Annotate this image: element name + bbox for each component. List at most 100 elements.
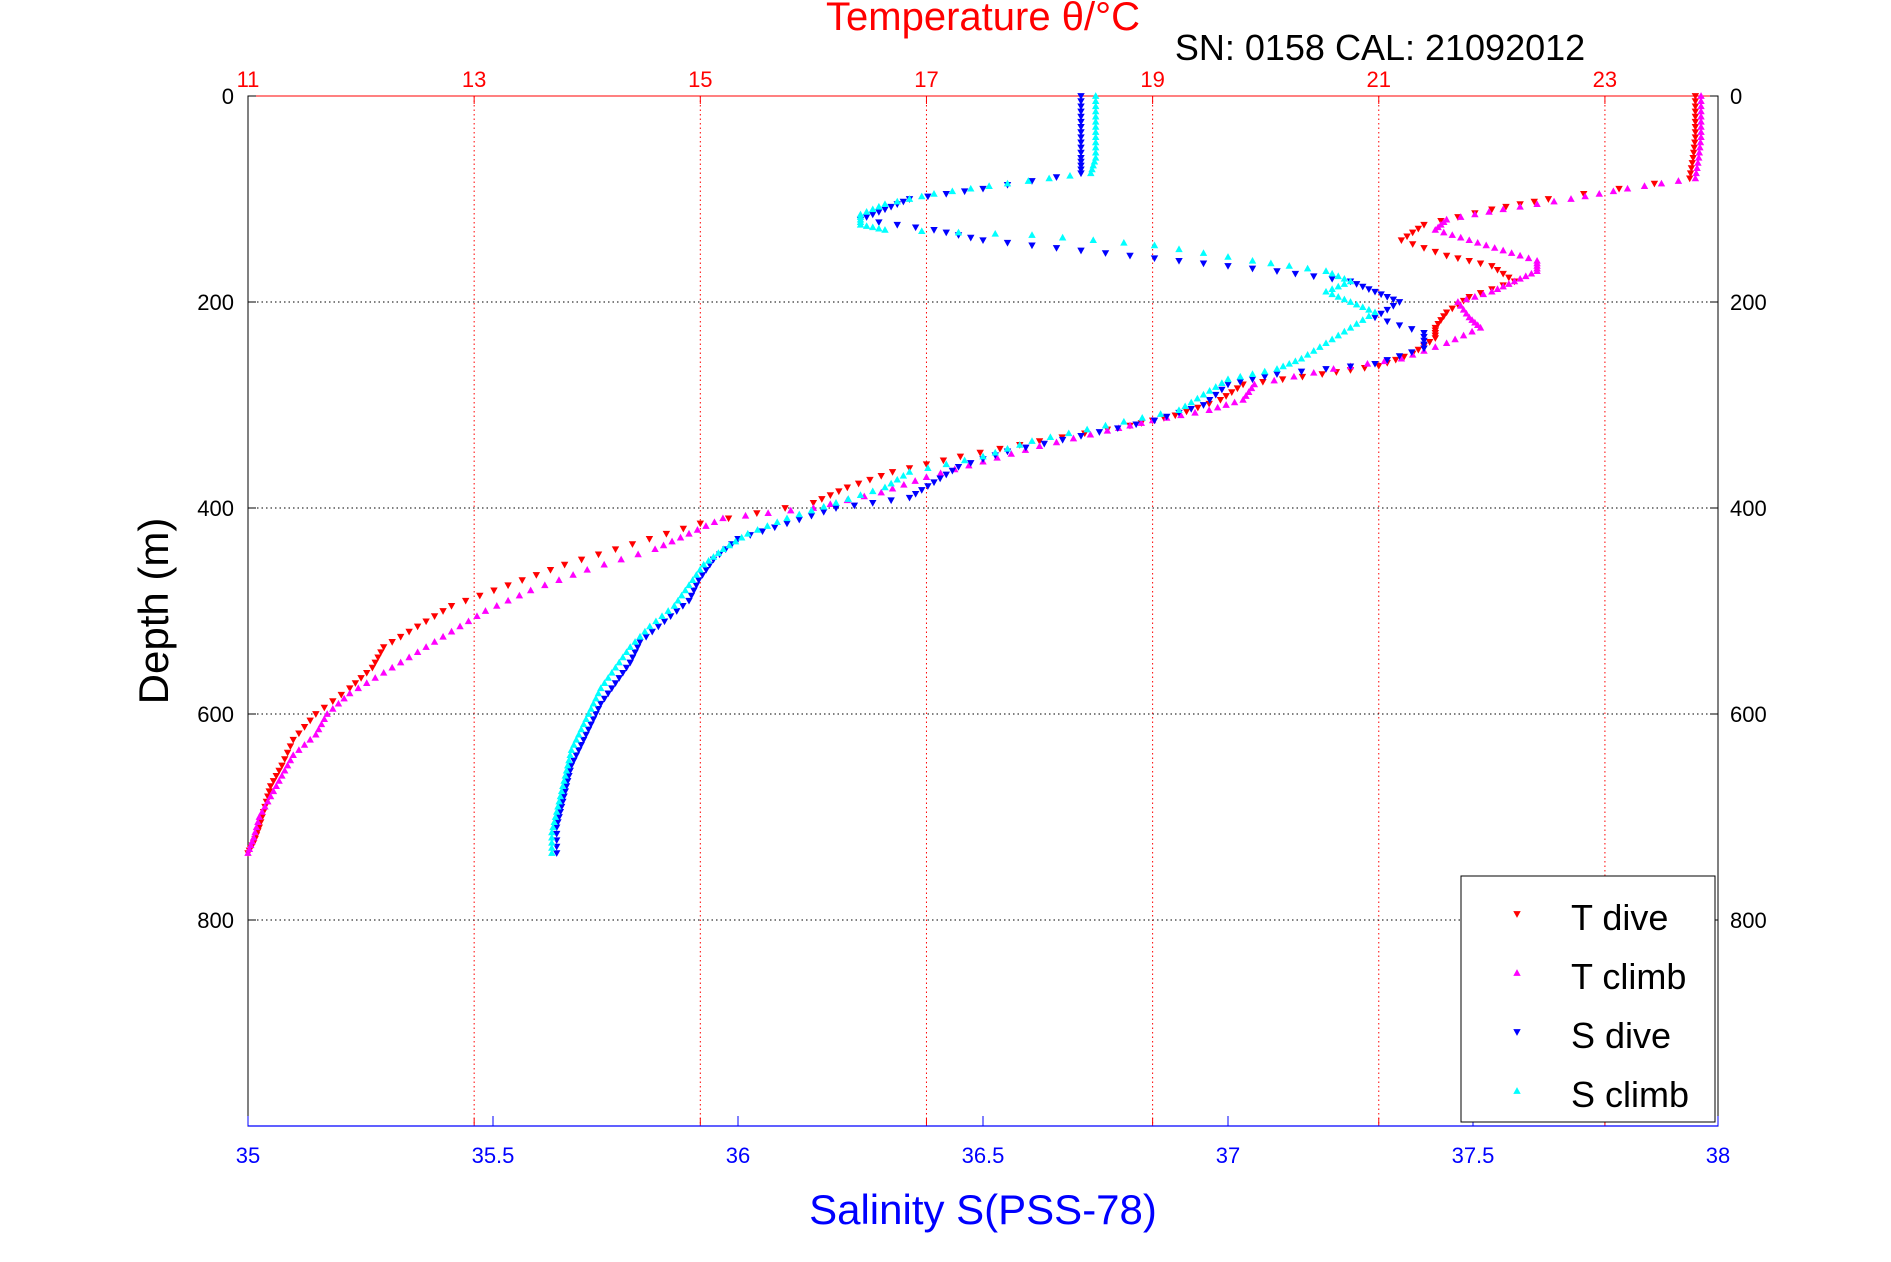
data-point [1482,241,1490,249]
data-point [1273,268,1281,275]
data-point [1371,360,1379,368]
data-point [374,654,382,662]
data-point [1285,359,1293,367]
data-point [560,561,569,569]
data-point [1340,327,1349,335]
data-point [1199,390,1208,398]
data-point [967,184,975,192]
depth-tick-label-left: 800 [197,908,234,933]
data-point [979,452,987,460]
data-point [363,669,371,677]
data-point [549,823,557,831]
data-point [388,639,396,646]
data-point [1375,362,1383,370]
data-point [1363,359,1372,367]
data-point [764,509,772,517]
data-point [1328,290,1336,298]
data-point [569,571,577,578]
data-point [1175,406,1183,414]
data-point [1499,270,1507,278]
data-point [875,219,883,226]
data-point [893,475,901,483]
data-point [1045,174,1053,182]
data-point [1690,144,1698,152]
data-point [551,813,560,820]
data-point [1686,170,1695,178]
data-point [1371,288,1379,296]
data-point [286,743,295,751]
data-point [306,735,314,743]
data-point [1205,396,1214,404]
data-point [1137,419,1146,426]
data-point [1077,170,1085,178]
data-point [826,500,835,507]
data-point [887,203,895,211]
data-point [622,664,631,672]
data-point [1687,165,1696,172]
depth-tick-label-left: 0 [222,84,234,109]
data-point [1040,440,1048,448]
data-point [1101,250,1110,257]
data-point [1420,330,1428,337]
data-point [731,537,740,545]
data-point [719,514,727,522]
data-point [844,495,852,502]
data-point [753,526,762,533]
salinity-tick-label: 35 [236,1143,260,1168]
data-point [1213,403,1222,411]
data-point [266,783,275,790]
data-point [758,528,767,535]
data-point [1236,372,1244,380]
data-point [1365,286,1373,293]
data-point [1077,139,1085,147]
data-point [619,653,627,661]
data-point [526,586,535,594]
data-point [251,828,259,836]
temperature-tick-label: 21 [1367,67,1391,92]
data-point [430,613,439,620]
data-point [1485,208,1493,215]
data-point [619,669,627,677]
data-point [967,234,975,242]
data-point [1191,408,1199,416]
data-point [1479,290,1488,298]
data-point [1516,202,1524,210]
data-point [692,582,701,590]
data-point [337,691,345,699]
data-point [577,725,585,733]
data-point [550,818,558,826]
data-point [924,193,932,201]
data-point [1408,349,1416,357]
data-point [1077,118,1085,126]
data-point [405,653,413,661]
data-point [532,572,541,579]
data-point [541,581,549,589]
data-point [587,705,595,712]
series-s-climb [548,92,1379,856]
data-point [340,694,348,702]
data-point [744,529,752,537]
data-point [936,475,944,483]
data-point [1420,341,1428,349]
data-point [1322,267,1330,274]
data-point [504,596,512,604]
data-point [1259,378,1267,386]
data-point [1457,302,1465,309]
data-point [272,782,280,789]
data-point [1212,391,1220,399]
data-point [1522,272,1530,280]
data-point [1224,263,1232,270]
data-point [820,502,828,510]
data-point [567,746,576,753]
legend: T dive T climb S dive S climb [1460,875,1716,1123]
data-point [604,690,612,698]
data-point [651,545,659,553]
x-axis-label: Salinity S(PSS-78) [809,1186,1157,1233]
data-point [1359,316,1367,323]
data-point [1077,103,1085,111]
data-point [1499,282,1507,290]
data-point [696,565,704,573]
data-point [628,541,637,548]
data-point [1383,357,1391,364]
data-point [1420,245,1428,252]
